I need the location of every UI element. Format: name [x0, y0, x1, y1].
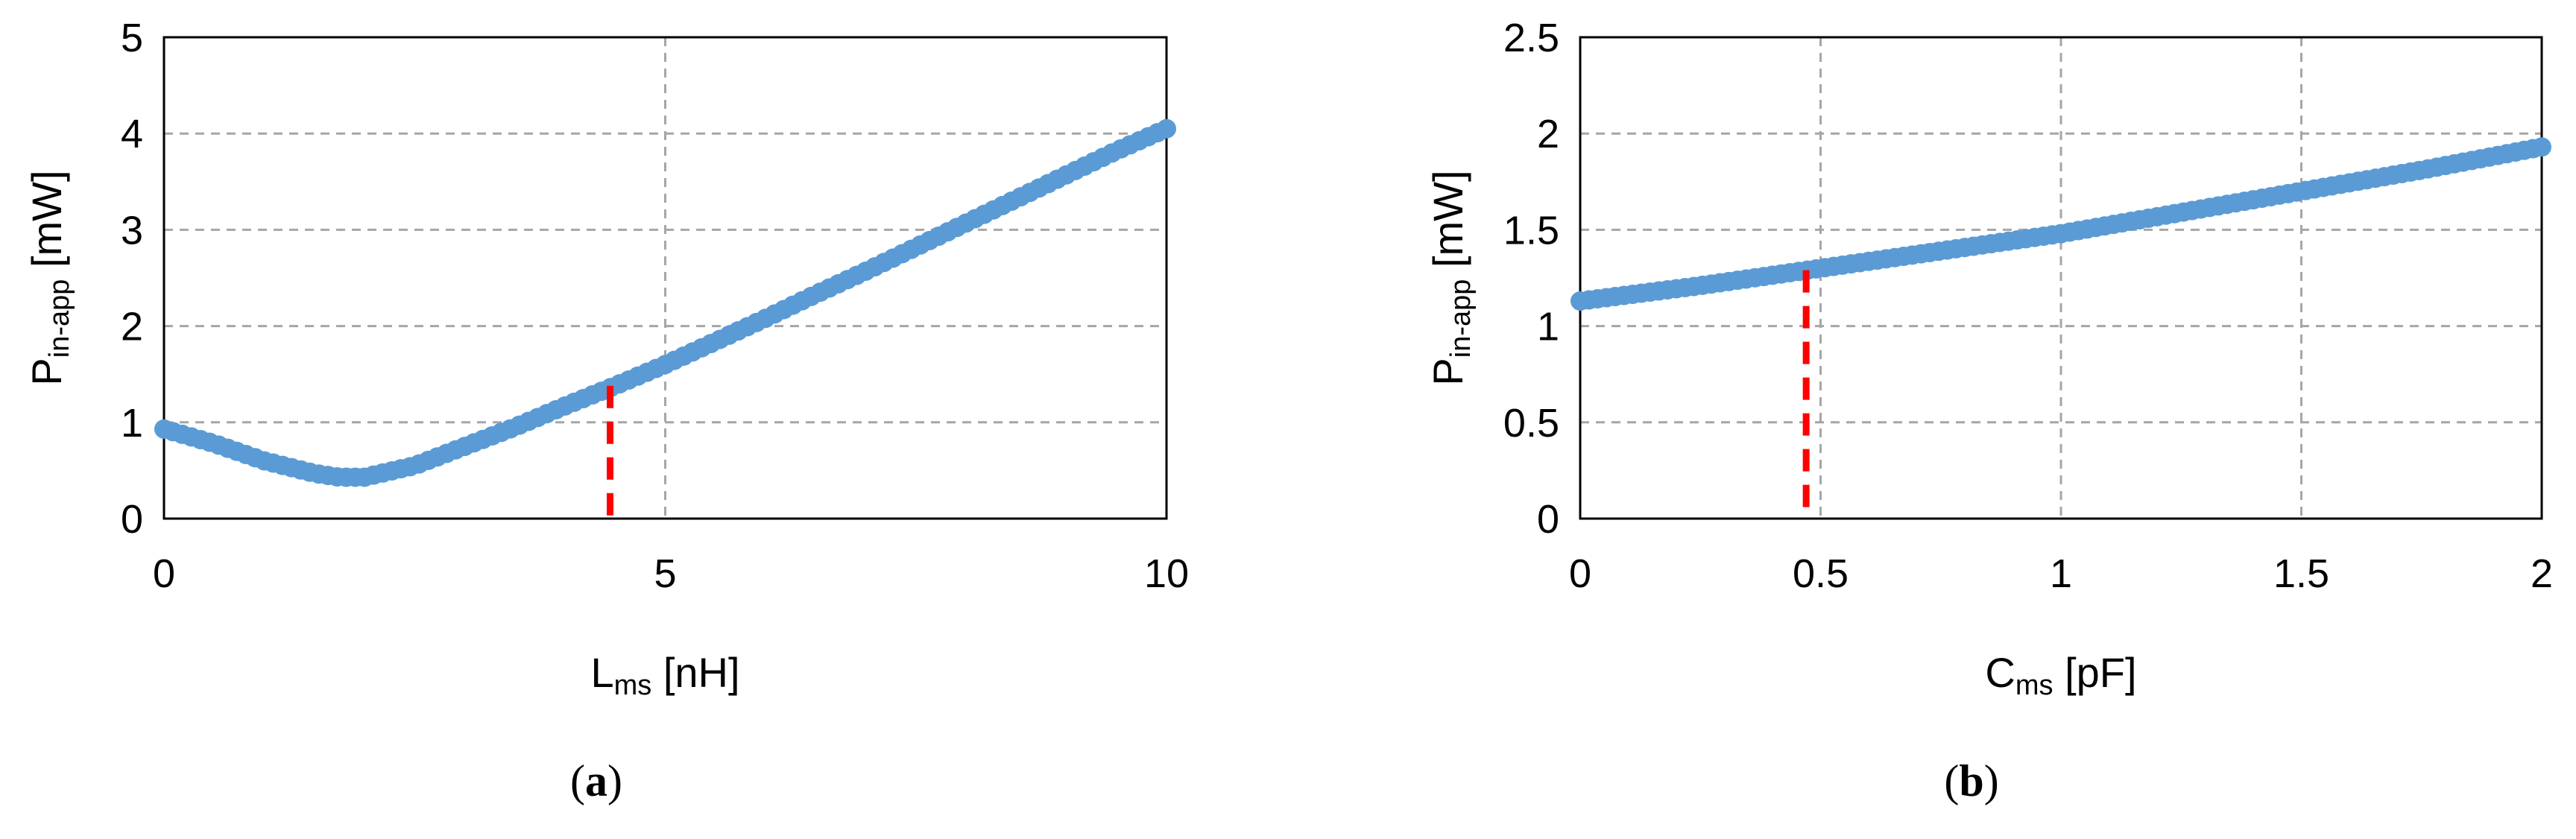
x-tick-label: 0.5	[1793, 551, 1849, 596]
panel-a-frame	[162, 36, 1168, 520]
y-tick-label: 0	[1537, 497, 1559, 542]
y-tick-label: 0	[121, 497, 143, 542]
y-tick-label: 1.5	[1503, 208, 1559, 253]
panel-a-y-axis-title: Pin-app [mW]	[23, 170, 75, 385]
panel-b: 0 0.5 1 1.5 2 0 0.5 1 1.5 2 2.5 Cms [pF] Pin-app …	[1424, 16, 2553, 805]
y-tick-label: 2	[121, 305, 143, 349]
x-tick-label: 0	[153, 551, 175, 596]
panel-b-label: (b)	[1944, 756, 1998, 805]
panel-a-x-ticks: 0 5 10	[153, 551, 1189, 596]
y-tick-label: 5	[121, 16, 143, 60]
data-point	[1157, 118, 1176, 139]
panel-a-label: (a)	[570, 756, 622, 805]
x-tick-label: 2	[2531, 551, 2553, 596]
y-tick-label: 2	[1537, 112, 1559, 156]
panel-b-y-axis-title: Pin-app [mW]	[1424, 170, 1477, 385]
x-tick-label: 5	[654, 551, 676, 596]
panel-a-x-axis-title: Lms [nH]	[590, 649, 739, 701]
x-tick-label: 10	[1144, 551, 1189, 596]
panel-b-x-ticks: 0 0.5 1 1.5 2	[1569, 551, 2553, 596]
x-tick-label: 1	[2050, 551, 2072, 596]
panel-b-frame	[1579, 36, 2543, 520]
panel-a-y-ticks: 0 1 2 3 4 5	[121, 16, 143, 542]
panel-b-x-axis-title: Cms [pF]	[1985, 649, 2136, 701]
y-tick-label: 4	[121, 112, 143, 156]
data-point	[2532, 137, 2551, 157]
x-tick-label: 1.5	[2273, 551, 2329, 596]
panel-a-grid	[164, 37, 1167, 519]
y-tick-label: 3	[121, 208, 143, 253]
y-tick-label: 0.5	[1503, 401, 1559, 446]
panel-b-grid	[1580, 37, 2542, 519]
panel-b-series	[1570, 137, 2551, 311]
panel-a: 0 5 10 0 1 2 3 4 5 Lms [nH] Pin-app [mW] (a)	[23, 16, 1189, 805]
panel-a-series	[154, 118, 1176, 487]
panel-b-y-ticks: 0 0.5 1 1.5 2 2.5	[1503, 16, 1559, 542]
y-tick-label: 1	[121, 401, 143, 446]
x-tick-label: 0	[1569, 551, 1591, 596]
y-tick-label: 2.5	[1503, 16, 1559, 60]
y-tick-label: 1	[1537, 305, 1559, 349]
